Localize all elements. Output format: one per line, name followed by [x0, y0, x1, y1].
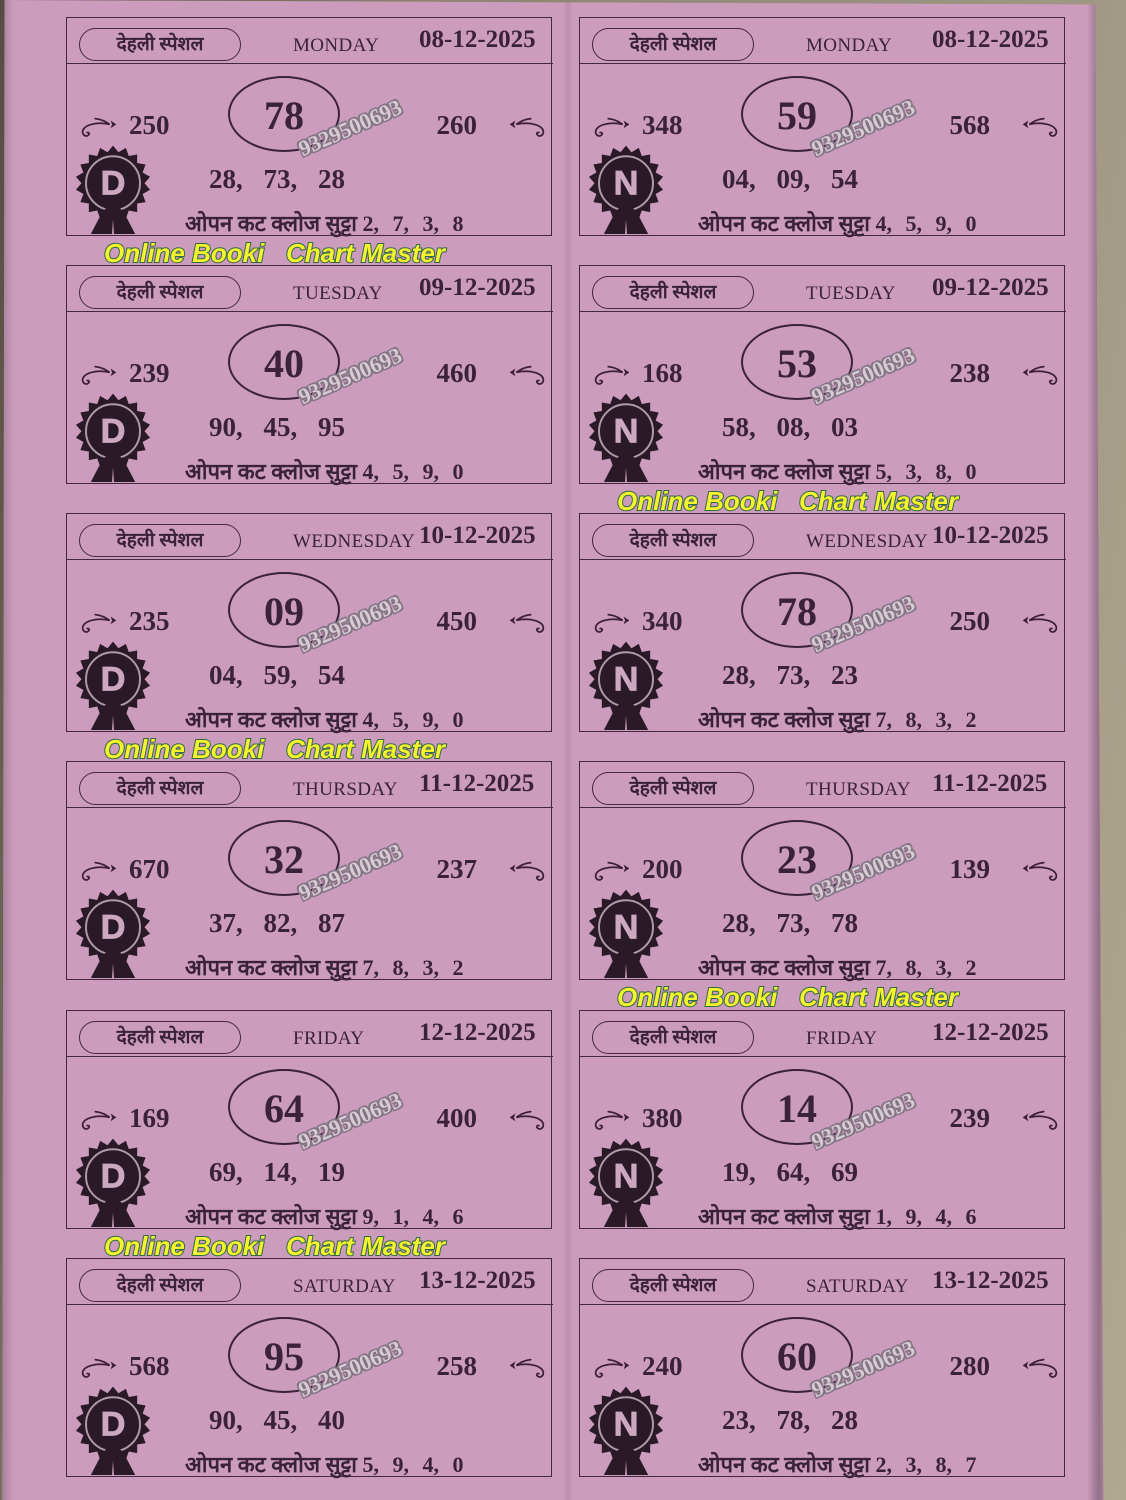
svg-text:N: N — [614, 413, 639, 451]
svg-text:D: D — [101, 661, 126, 699]
svg-text:N: N — [614, 661, 639, 699]
svg-text:D: D — [101, 1406, 126, 1444]
svg-text:D: D — [101, 164, 126, 202]
svg-text:D: D — [101, 909, 126, 947]
svg-text:N: N — [614, 909, 639, 947]
svg-text:D: D — [101, 1157, 126, 1195]
svg-text:D: D — [101, 413, 126, 451]
svg-text:N: N — [614, 1157, 639, 1195]
svg-text:N: N — [614, 1406, 639, 1444]
svg-text:N: N — [614, 164, 639, 202]
